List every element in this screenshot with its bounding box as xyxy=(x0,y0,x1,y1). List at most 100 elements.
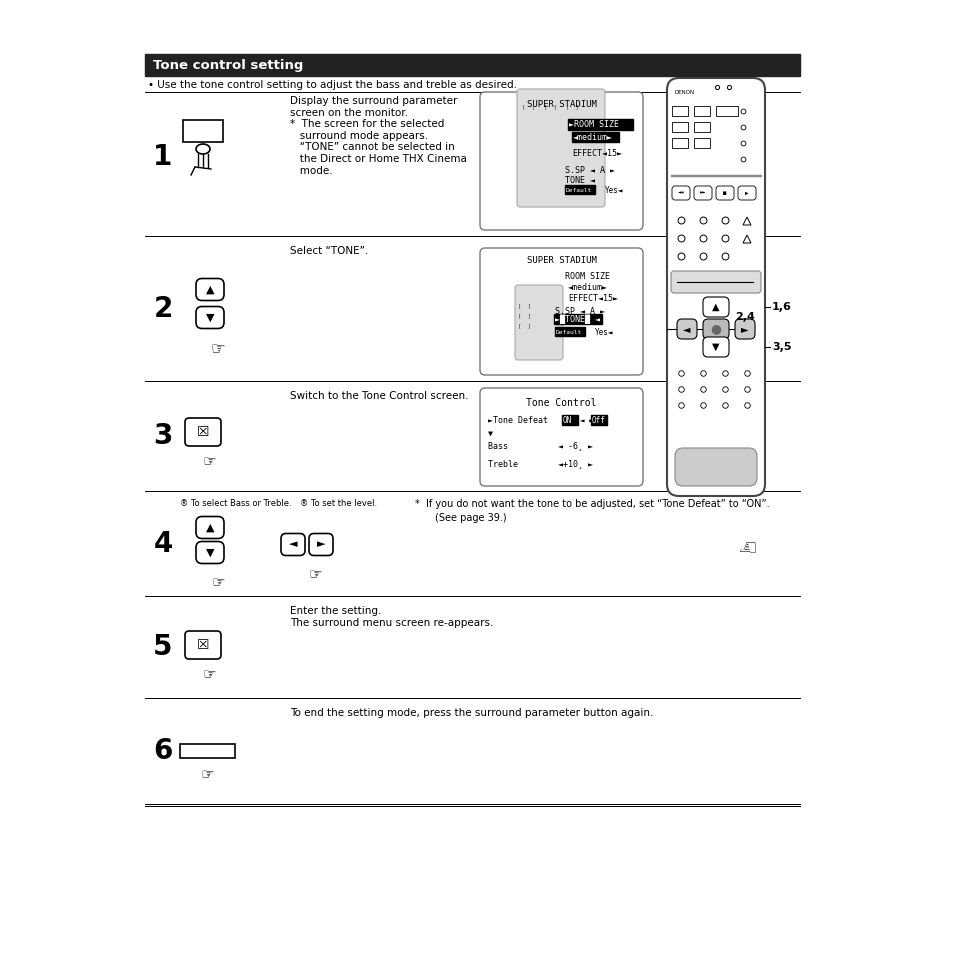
Text: 3: 3 xyxy=(153,422,172,450)
Text: SUPER STADIUM: SUPER STADIUM xyxy=(526,100,596,109)
Text: ◄: ◄ xyxy=(289,539,297,550)
FancyBboxPatch shape xyxy=(738,186,755,200)
FancyBboxPatch shape xyxy=(195,278,224,300)
Text: 2: 2 xyxy=(153,294,172,322)
Text: ▼: ▼ xyxy=(206,548,214,557)
FancyBboxPatch shape xyxy=(185,631,221,659)
FancyBboxPatch shape xyxy=(195,307,224,329)
Bar xyxy=(561,415,578,425)
Text: ® To select Bass or Treble.: ® To select Bass or Treble. xyxy=(180,499,292,508)
Text: ☞: ☞ xyxy=(211,340,225,358)
FancyBboxPatch shape xyxy=(677,319,697,339)
Text: ROOM SIZE: ROOM SIZE xyxy=(564,272,609,280)
Text: 4: 4 xyxy=(153,530,172,557)
FancyBboxPatch shape xyxy=(734,319,754,339)
Polygon shape xyxy=(742,217,750,225)
Text: ●: ● xyxy=(710,322,720,336)
Text: 3,5: 3,5 xyxy=(771,342,791,352)
Text: Switch to the Tone Control screen.: Switch to the Tone Control screen. xyxy=(290,391,468,401)
Bar xyxy=(145,54,800,76)
Text: [  ]: [ ] xyxy=(543,104,557,109)
FancyBboxPatch shape xyxy=(195,516,224,538)
FancyBboxPatch shape xyxy=(185,418,221,446)
Bar xyxy=(554,314,601,324)
Text: ◄◄: ◄◄ xyxy=(677,190,683,195)
Text: ☒: ☒ xyxy=(196,638,209,652)
Text: EFFECT◄15►: EFFECT◄15► xyxy=(567,293,618,302)
Bar xyxy=(671,138,687,148)
Bar xyxy=(671,122,687,132)
Text: ▼: ▼ xyxy=(488,428,493,438)
Text: ◄: ◄ xyxy=(682,324,690,334)
Text: Tone Control: Tone Control xyxy=(526,398,597,408)
Text: ☞: ☞ xyxy=(734,533,754,554)
Bar xyxy=(555,327,584,336)
Text: 2,4: 2,4 xyxy=(734,312,754,322)
Text: TONE ◄: TONE ◄ xyxy=(564,176,595,185)
Text: SUPER STADIUM: SUPER STADIUM xyxy=(526,256,596,265)
Bar xyxy=(567,119,633,130)
Text: [  ]: [ ] xyxy=(521,104,535,109)
Bar xyxy=(671,106,687,116)
Bar xyxy=(180,744,234,758)
FancyBboxPatch shape xyxy=(666,78,764,496)
FancyBboxPatch shape xyxy=(195,541,224,563)
Text: To end the setting mode, press the surround parameter button again.: To end the setting mode, press the surro… xyxy=(290,708,653,718)
FancyBboxPatch shape xyxy=(517,89,604,207)
Bar xyxy=(564,185,595,194)
FancyBboxPatch shape xyxy=(515,285,562,360)
Text: Enter the setting.
The surround menu screen re-appears.: Enter the setting. The surround menu scr… xyxy=(290,606,493,627)
Text: Select “TONE”.: Select “TONE”. xyxy=(290,246,368,256)
Text: (See page 39.): (See page 39.) xyxy=(435,513,506,523)
Text: ☞: ☞ xyxy=(202,454,215,469)
Polygon shape xyxy=(742,235,750,243)
Text: DENON: DENON xyxy=(675,90,695,95)
Text: EFFECT◄15►: EFFECT◄15► xyxy=(572,148,621,158)
Text: ►►: ►► xyxy=(699,190,705,195)
Text: 5: 5 xyxy=(153,633,172,661)
Text: ☞: ☞ xyxy=(211,576,225,591)
FancyBboxPatch shape xyxy=(479,388,642,486)
FancyBboxPatch shape xyxy=(281,533,305,555)
FancyBboxPatch shape xyxy=(671,186,689,200)
Bar xyxy=(590,415,606,425)
Text: Off: Off xyxy=(592,416,605,424)
Text: ▶: ▶ xyxy=(744,190,748,195)
Text: ◄medium►: ◄medium► xyxy=(567,283,607,292)
Text: ☒: ☒ xyxy=(196,425,209,439)
Text: ►Tone Defeat: ►Tone Defeat xyxy=(488,416,547,424)
Bar xyxy=(693,106,709,116)
Bar xyxy=(670,175,760,176)
Text: Tone control setting: Tone control setting xyxy=(152,58,303,72)
Text: ▼: ▼ xyxy=(206,313,214,322)
FancyBboxPatch shape xyxy=(675,448,757,486)
Text: ■: ■ xyxy=(722,190,726,195)
Text: [  ]: [ ] xyxy=(517,313,531,318)
Text: [  ]: [ ] xyxy=(517,323,531,328)
Text: ►: ► xyxy=(740,324,748,334)
Text: • Use the tone control setting to adjust the bass and treble as desired.: • Use the tone control setting to adjust… xyxy=(148,80,517,90)
Text: ◄ ►: ◄ ► xyxy=(579,416,594,424)
FancyBboxPatch shape xyxy=(716,186,733,200)
Text: [  ]: [ ] xyxy=(517,303,531,308)
Text: Default: Default xyxy=(556,330,581,335)
FancyBboxPatch shape xyxy=(479,248,642,375)
FancyBboxPatch shape xyxy=(702,319,728,339)
Text: ►█TONE█ ◄: ►█TONE█ ◄ xyxy=(555,315,599,324)
FancyBboxPatch shape xyxy=(702,297,728,317)
Text: Yes◄: Yes◄ xyxy=(604,185,623,194)
Text: ►ROOM SIZE: ►ROOM SIZE xyxy=(568,120,618,128)
Text: ▲: ▲ xyxy=(712,302,719,312)
Ellipse shape xyxy=(195,144,210,154)
Bar xyxy=(693,122,709,132)
Text: ☞: ☞ xyxy=(200,767,213,782)
Text: Bass          ◄ -6¸ ►: Bass ◄ -6¸ ► xyxy=(488,442,593,450)
Text: Display the surround parameter
screen on the monitor.
*  The screen for the sele: Display the surround parameter screen on… xyxy=(290,96,466,176)
Text: S.SP ◄ A ►: S.SP ◄ A ► xyxy=(564,165,615,175)
Text: *  If you do not want the tone to be adjusted, set “Tone Defeat” to “ON”.: * If you do not want the tone to be adju… xyxy=(415,499,769,509)
Bar xyxy=(572,132,618,142)
Text: ▲: ▲ xyxy=(206,285,214,294)
Text: ® To set the level.: ® To set the level. xyxy=(299,499,376,508)
FancyBboxPatch shape xyxy=(309,533,333,555)
Text: Default: Default xyxy=(565,187,592,192)
